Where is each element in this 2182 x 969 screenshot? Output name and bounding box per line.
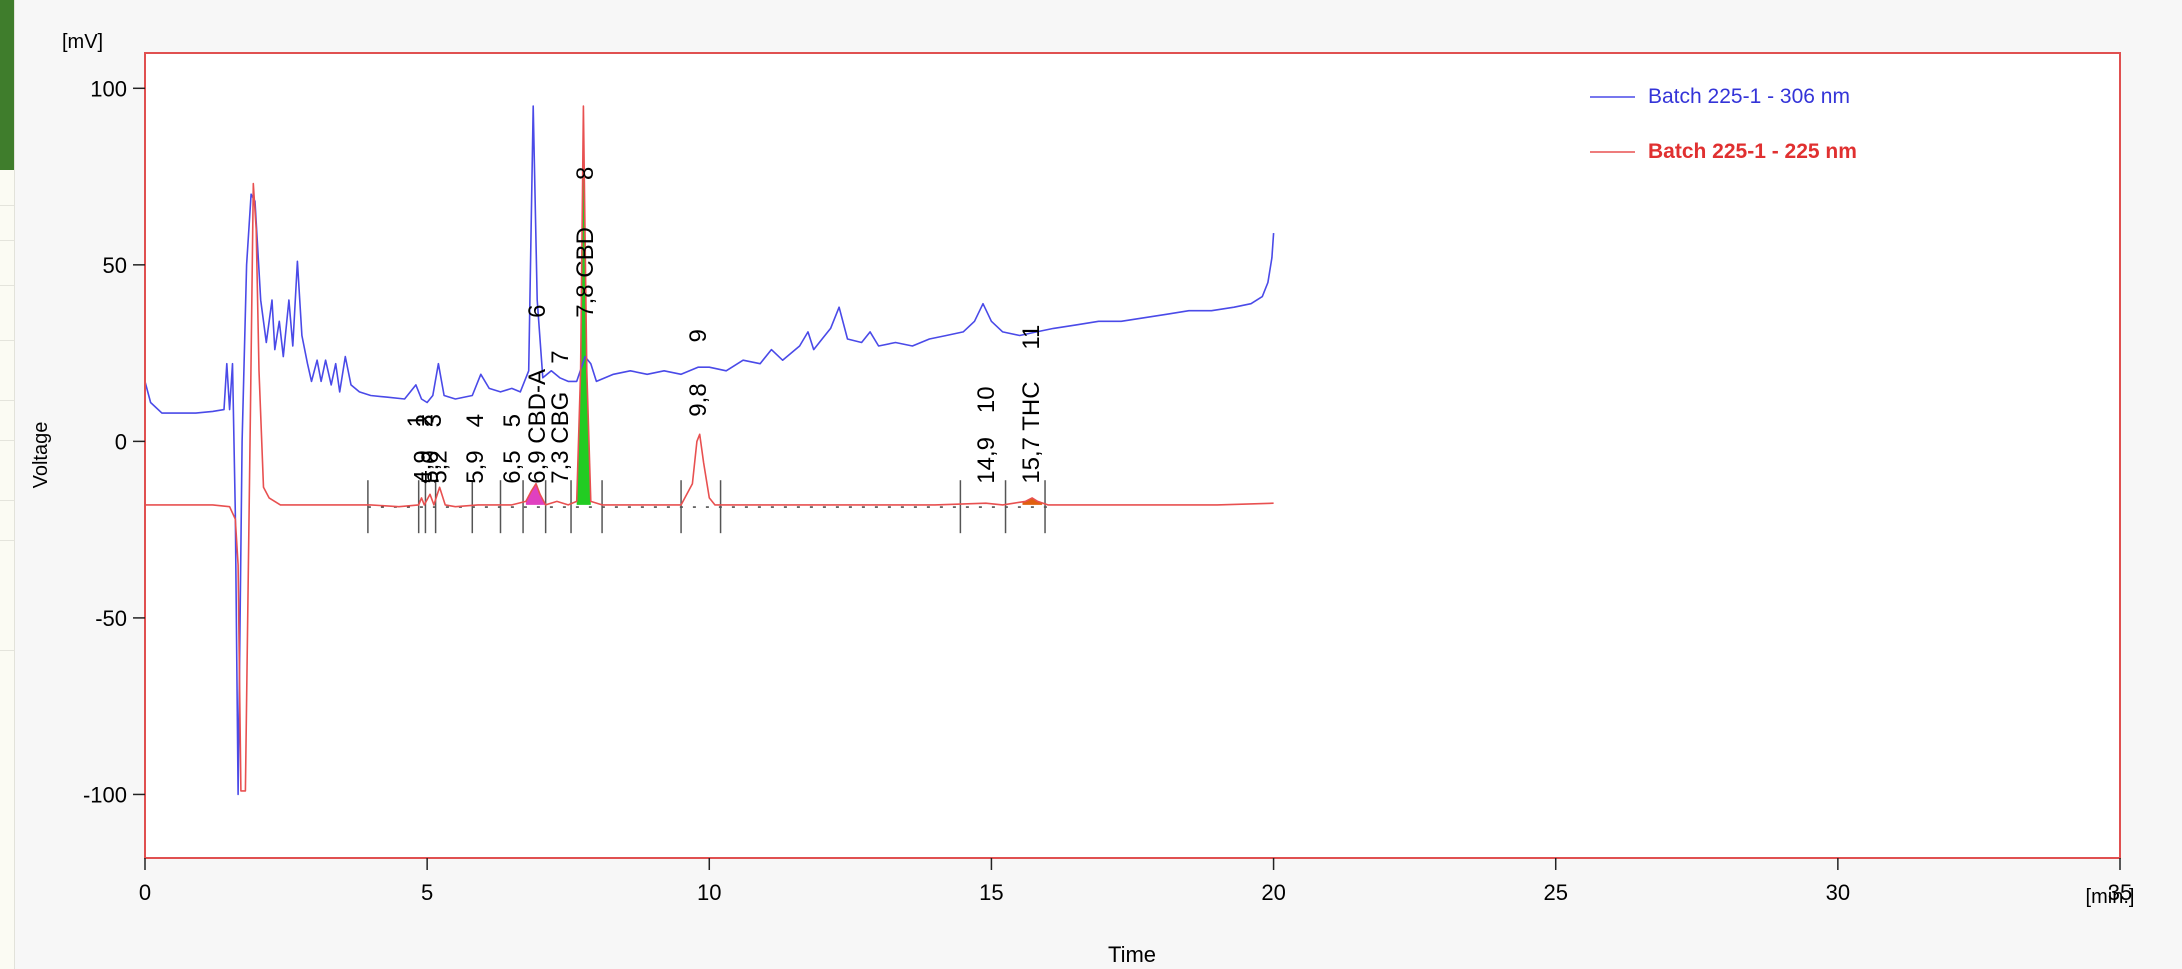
- x-tick-label: 35: [2108, 880, 2132, 905]
- y-tick-label: 50: [103, 253, 127, 278]
- peak-label: 1: [403, 414, 430, 427]
- x-unit-label: [min.]: [2086, 886, 2135, 908]
- peak-label: 4,9: [410, 450, 437, 483]
- side-panel: [0, 0, 15, 969]
- peak-fill-2: [1022, 498, 1043, 505]
- x-tick-label: 20: [1261, 880, 1285, 905]
- x-axis-title: Time: [1108, 942, 1156, 967]
- y-tick-label: -50: [95, 606, 127, 631]
- side-panel-header: [0, 0, 14, 170]
- peak-label: 10: [973, 386, 1000, 413]
- peak-label: 8: [572, 167, 599, 180]
- legend-label-225nm: Batch 225-1 - 225 nm: [1648, 140, 1857, 163]
- peak-label: 7,3 CBG: [547, 392, 574, 484]
- peak-fill-0: [525, 484, 546, 505]
- peak-label: 5,2: [425, 450, 452, 483]
- peak-label: 9,8: [685, 383, 712, 416]
- peak-label: 5,0: [417, 450, 444, 483]
- y-tick-label: -100: [83, 782, 127, 807]
- plot-area: [145, 53, 2120, 858]
- peak-label: 5,9: [462, 450, 489, 483]
- y-axis-title: Voltage: [30, 422, 52, 489]
- x-tick-label: 0: [139, 880, 151, 905]
- x-tick-label: 15: [979, 880, 1003, 905]
- peak-label: 4: [462, 414, 489, 427]
- legend-label-306nm: Batch 225-1 - 306 nm: [1648, 85, 1850, 108]
- plot-border: [144, 52, 2121, 859]
- x-tick-label: 30: [1826, 880, 1850, 905]
- peak-label: 14,9: [973, 437, 1000, 484]
- peak-label: 5: [499, 414, 526, 427]
- peak-label: 6: [524, 304, 551, 317]
- peak-label: 7: [547, 350, 574, 363]
- legend: Batch 225-1 - 306 nm Batch 225-1 - 225 n…: [1590, 85, 1857, 163]
- peak-label: 9: [685, 329, 712, 342]
- y-tick-label: 100: [90, 76, 127, 101]
- series-line-306nm: [144, 105, 1275, 796]
- peak-label: 15,7 THC: [1018, 381, 1045, 483]
- y-axis: -100 -50 0 50 100: [83, 76, 145, 807]
- x-tick-label: 10: [697, 880, 721, 905]
- series-lines: [144, 105, 1275, 796]
- peak-label: 3: [420, 414, 447, 427]
- x-axis: 0 5 10 15 20 25 30 35: [139, 858, 2132, 905]
- baseline-markers: [367, 480, 1054, 534]
- y-tick-label: 0: [115, 429, 127, 454]
- peak-label: 6,9 CBD-A: [524, 369, 551, 484]
- peak-label: 7,8 CBD: [572, 227, 599, 318]
- peak-label: 6,5: [499, 450, 526, 483]
- x-tick-label: 25: [1543, 880, 1567, 905]
- peak-label: 2: [411, 414, 438, 427]
- peak-labels: 14,925,035,245,956,566,9 CBD-A77,3 CBG87…: [403, 167, 1045, 484]
- x-tick-label: 5: [421, 880, 433, 905]
- peak-label: 11: [1018, 325, 1045, 350]
- y-unit-label: [mV]: [62, 31, 103, 53]
- series-line-225nm: [145, 105, 1274, 792]
